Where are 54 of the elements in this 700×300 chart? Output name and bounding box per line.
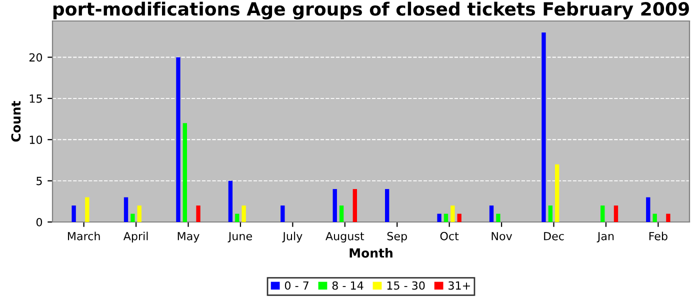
x-tick-label: August [326,232,364,242]
bar [652,214,657,222]
x-tick-label: Oct [440,232,459,240]
y-tick-label: 10 [30,136,42,144]
legend-label: 0 - 7 [284,281,308,290]
bar [235,214,240,222]
bar [489,206,494,222]
bar [457,214,462,222]
legend-label: 31+ [448,281,470,290]
bar [542,32,546,222]
bar [332,189,337,222]
bar [130,214,135,222]
x-tick-label: May [178,232,200,242]
legend-label: 8 - 14 [332,281,364,290]
x-axis-title: Month [350,248,392,258]
x-tick-label: July [282,232,302,242]
y-tick-label: 5 [36,176,42,186]
bar [228,180,233,222]
x-tick-label: April [123,232,148,242]
bar [600,206,605,222]
bar [280,206,285,222]
bar [450,206,455,222]
bar [176,57,180,222]
x-tick-label: Feb [649,232,668,240]
bar [242,206,246,222]
bar [555,164,560,222]
chart-title: port-modifications Age groups of closed tickets February 2009 [53,2,689,20]
bar [444,214,448,222]
bar [339,206,344,222]
y-tick-label: 20 [29,53,42,62]
bar [182,123,187,222]
y-axis-title: Count [11,101,21,142]
x-tick-label: Dec [544,232,564,240]
bar [352,189,358,222]
legend-label: 15 - 30 [387,281,425,290]
y-tick-label: 0 [36,218,42,226]
bar [137,206,142,222]
x-tick-label: Sep [387,232,407,242]
bar [124,197,128,222]
x-tick-label: Jan [596,232,614,242]
bar [666,214,670,222]
x-tick-label: June [228,232,252,242]
y-tick-label: 15 [30,94,42,103]
bar [384,189,390,222]
bar [614,206,618,222]
bar [196,206,200,222]
bar [72,206,76,222]
bar [437,214,442,222]
x-tick-label: March [68,232,100,240]
bar [548,206,552,222]
x-tick-label: Nov [492,232,512,240]
bar [646,197,650,222]
bar [85,197,90,222]
bar [496,214,500,222]
